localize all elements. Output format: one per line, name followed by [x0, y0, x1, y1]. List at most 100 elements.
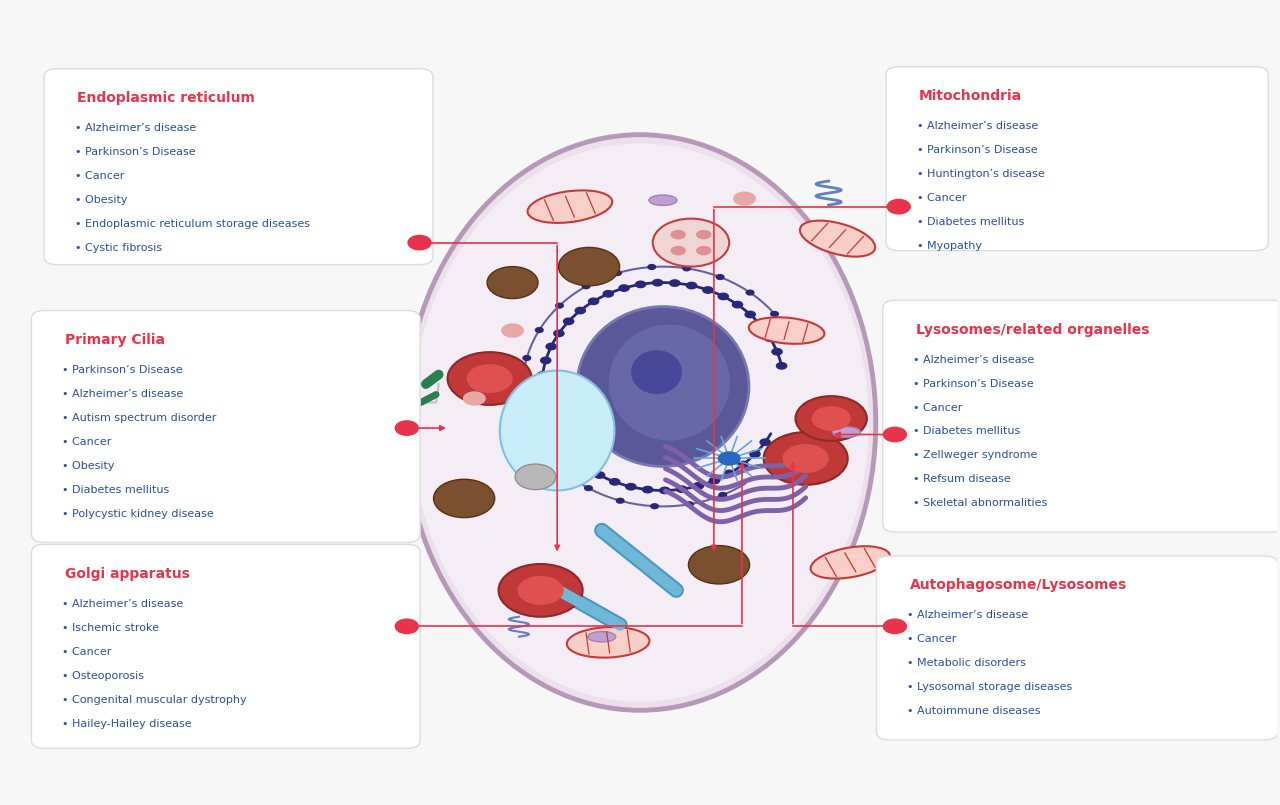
Circle shape	[883, 427, 906, 442]
FancyBboxPatch shape	[45, 68, 433, 265]
Ellipse shape	[411, 143, 869, 702]
Text: • Zellweger syndrome: • Zellweger syndrome	[914, 451, 1038, 460]
Circle shape	[585, 485, 593, 490]
Text: • Cystic fibrosis: • Cystic fibrosis	[74, 243, 161, 253]
Circle shape	[547, 343, 557, 349]
Text: • Cancer: • Cancer	[914, 402, 963, 412]
Ellipse shape	[631, 350, 682, 394]
Circle shape	[556, 303, 563, 308]
Circle shape	[883, 619, 906, 634]
Circle shape	[558, 442, 568, 448]
Text: • Polycystic kidney disease: • Polycystic kidney disease	[61, 509, 214, 519]
FancyBboxPatch shape	[883, 300, 1280, 532]
Text: • Lysosomal storage diseases: • Lysosomal storage diseases	[908, 683, 1073, 692]
Circle shape	[515, 464, 556, 489]
Text: • Alzheimer’s disease: • Alzheimer’s disease	[74, 123, 196, 133]
Text: • Ischemic stroke: • Ischemic stroke	[61, 623, 159, 633]
Circle shape	[750, 451, 760, 457]
Circle shape	[643, 486, 653, 493]
Text: • Osteoporosis: • Osteoporosis	[61, 671, 145, 681]
Circle shape	[782, 444, 829, 473]
Circle shape	[718, 452, 741, 465]
Text: • Alzheimer’s disease: • Alzheimer’s disease	[61, 389, 183, 399]
Text: • Parkinson’s Disease: • Parkinson’s Disease	[916, 145, 1037, 155]
Text: • Cancer: • Cancer	[74, 171, 124, 181]
Text: • Skeletal abnormalities: • Skeletal abnormalities	[914, 498, 1047, 509]
Circle shape	[613, 270, 621, 275]
Circle shape	[696, 246, 712, 255]
Ellipse shape	[499, 370, 614, 490]
Circle shape	[396, 421, 419, 436]
Circle shape	[500, 324, 524, 338]
Circle shape	[659, 487, 669, 493]
Circle shape	[603, 291, 613, 297]
Circle shape	[540, 357, 550, 364]
Circle shape	[635, 281, 645, 287]
Circle shape	[543, 415, 553, 422]
Circle shape	[538, 372, 548, 378]
Ellipse shape	[567, 627, 649, 658]
Circle shape	[756, 323, 767, 329]
Circle shape	[594, 472, 604, 478]
Circle shape	[568, 453, 579, 460]
Circle shape	[682, 266, 690, 270]
Ellipse shape	[749, 317, 824, 344]
Circle shape	[539, 401, 549, 407]
Text: • Autism spectrum disorder: • Autism spectrum disorder	[61, 413, 216, 423]
Circle shape	[765, 335, 776, 341]
Circle shape	[617, 498, 625, 503]
Circle shape	[524, 356, 531, 361]
Circle shape	[671, 229, 686, 239]
Circle shape	[563, 318, 573, 324]
Circle shape	[448, 352, 531, 405]
Circle shape	[609, 479, 620, 485]
Circle shape	[764, 432, 847, 485]
Circle shape	[488, 266, 538, 299]
Circle shape	[536, 443, 544, 448]
Text: Mitochondria: Mitochondria	[919, 89, 1023, 103]
Circle shape	[620, 285, 630, 291]
Text: • Autoimmune diseases: • Autoimmune diseases	[908, 706, 1041, 716]
Circle shape	[746, 290, 754, 295]
Circle shape	[653, 219, 730, 266]
Circle shape	[671, 246, 686, 255]
Circle shape	[745, 312, 755, 318]
Text: • Huntington’s disease: • Huntington’s disease	[916, 169, 1044, 179]
Text: • Hailey-Hailey disease: • Hailey-Hailey disease	[61, 719, 192, 729]
Ellipse shape	[800, 221, 876, 257]
Text: Endoplasmic reticulum: Endoplasmic reticulum	[77, 91, 255, 105]
Circle shape	[719, 493, 727, 497]
Circle shape	[760, 439, 771, 445]
Text: • Alzheimer’s disease: • Alzheimer’s disease	[914, 354, 1034, 365]
Text: • Cancer: • Cancer	[916, 193, 966, 203]
Text: • Diabetes mellitus: • Diabetes mellitus	[61, 485, 169, 495]
Text: Lysosomes/related organelles: Lysosomes/related organelles	[916, 323, 1149, 336]
Circle shape	[772, 349, 782, 355]
Circle shape	[535, 328, 543, 332]
Circle shape	[677, 486, 687, 493]
FancyBboxPatch shape	[877, 556, 1277, 740]
Text: • Obesity: • Obesity	[61, 460, 114, 471]
Circle shape	[717, 275, 724, 279]
FancyBboxPatch shape	[886, 67, 1268, 250]
Circle shape	[558, 467, 566, 472]
Ellipse shape	[577, 307, 749, 466]
Circle shape	[536, 386, 547, 393]
Text: • Cancer: • Cancer	[908, 634, 956, 644]
Circle shape	[408, 235, 431, 250]
Circle shape	[517, 576, 563, 605]
Text: Golgi apparatus: Golgi apparatus	[64, 567, 189, 580]
Circle shape	[581, 464, 591, 469]
Ellipse shape	[404, 134, 876, 710]
Circle shape	[524, 415, 531, 419]
Text: Autophagosome/Lysosomes: Autophagosome/Lysosomes	[910, 578, 1126, 592]
Circle shape	[795, 396, 867, 441]
Circle shape	[724, 470, 735, 477]
Circle shape	[466, 364, 513, 393]
Circle shape	[626, 484, 636, 490]
Circle shape	[498, 564, 582, 617]
Circle shape	[518, 386, 526, 390]
Circle shape	[709, 477, 719, 484]
Circle shape	[582, 284, 590, 289]
Text: • Cancer: • Cancer	[61, 437, 111, 447]
